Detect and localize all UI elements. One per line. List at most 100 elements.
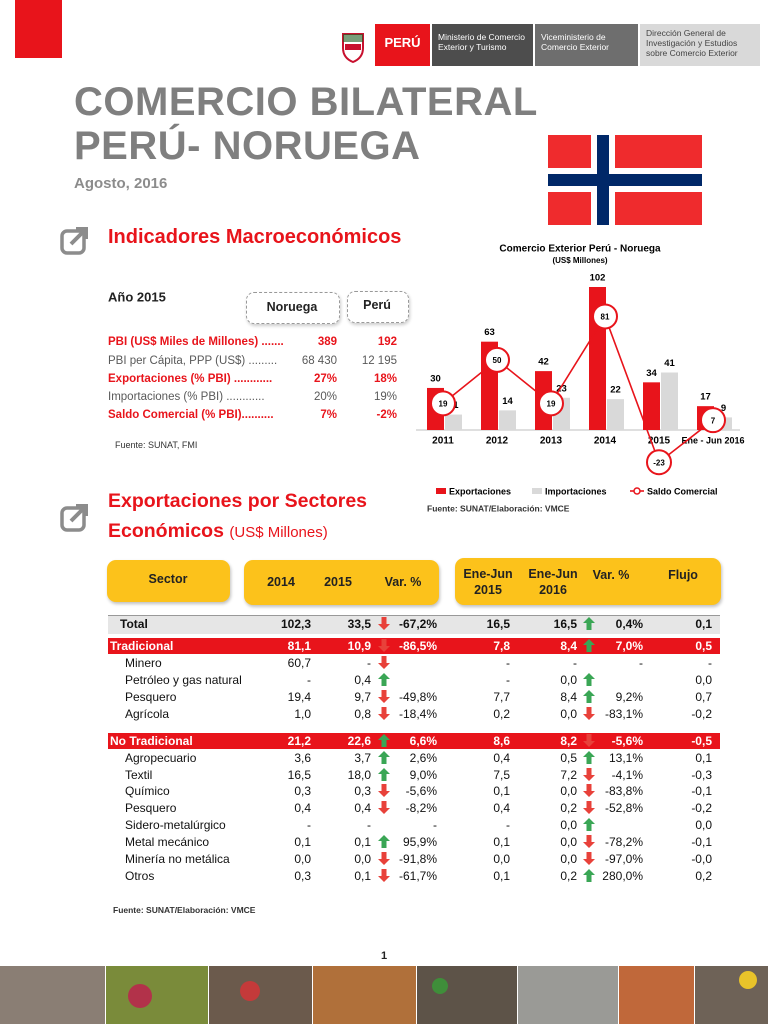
legend-swatch	[532, 488, 542, 494]
cell: 0,1	[354, 835, 371, 849]
column-box	[347, 291, 409, 323]
cell: 0,2	[695, 869, 712, 883]
data-label: 22	[610, 385, 621, 396]
page-number: 1	[380, 950, 388, 962]
unit: (US$ Millones)	[229, 524, 328, 541]
cell: 0,4%	[615, 617, 643, 631]
x-tick-label: 2012	[486, 436, 509, 447]
indicator-value: 18%	[373, 373, 397, 385]
cell: -	[573, 656, 577, 670]
cell: -	[506, 818, 510, 832]
cell: 8,2	[560, 734, 577, 748]
cell: 0,2	[560, 869, 577, 883]
cell: -0,0	[691, 852, 712, 866]
arrow-up	[583, 639, 595, 652]
cell: 0,0	[294, 852, 311, 866]
cell: 0,1	[294, 835, 311, 849]
cell: -0,2	[691, 707, 712, 721]
data-label: 9	[721, 403, 726, 414]
row-label: No Tradicional	[110, 734, 193, 748]
arrow-up	[378, 673, 390, 686]
cell: 22,6	[347, 734, 371, 748]
cell: 0,1	[695, 751, 712, 765]
data-label: 50	[493, 356, 502, 365]
indicator-value: 20%	[313, 391, 337, 403]
cell: 16,5	[287, 768, 311, 782]
cell: 0,1	[695, 617, 712, 631]
ministry-logo: Ministerio de Comercio Exterior y Turism…	[432, 24, 533, 66]
line-point	[484, 346, 510, 373]
arrow-down	[378, 707, 390, 720]
cell: 95,9%	[402, 835, 437, 849]
row-label: Textil	[125, 768, 153, 782]
arrow-up	[378, 734, 390, 747]
header-cell: Flujo	[668, 568, 698, 582]
x-tick-label: 2013	[540, 436, 563, 447]
cell: 0,1	[493, 869, 510, 883]
arrow-down	[378, 869, 390, 882]
arrow-down	[378, 656, 390, 669]
arrow-up	[583, 818, 595, 831]
coat-of-arms	[333, 24, 373, 66]
header-cell: Ene-Jun 2015	[463, 567, 513, 597]
indicator-label: Saldo Comercial (% PBI)..........	[108, 409, 274, 421]
cell: 16,5	[486, 617, 510, 631]
arrow-down	[583, 707, 595, 720]
row-label: Pesquero	[125, 801, 177, 815]
cell: 0,4	[294, 801, 311, 815]
cell: 19,4	[287, 690, 311, 704]
indicator-label: PBI per Cápita, PPP (US$) .........	[108, 355, 278, 367]
cell: -	[433, 818, 437, 832]
arrow-down	[583, 801, 595, 814]
row-label: Otros	[125, 869, 155, 883]
x-tick-label: Ene - Jun 2016	[681, 435, 744, 445]
header-box	[244, 560, 439, 605]
row-label: Tradicional	[110, 639, 174, 653]
data-label: 19	[547, 399, 556, 408]
header-cell: Ene-Jun 2016	[528, 567, 578, 597]
arrow-up	[583, 869, 595, 882]
row-label: Pesquero	[125, 690, 177, 704]
line-point	[592, 303, 618, 330]
cell: -78,2%	[604, 835, 643, 849]
row-band	[108, 733, 720, 749]
cell: 0,3	[294, 869, 311, 883]
data-label: 63	[484, 327, 495, 338]
arrow-up	[583, 690, 595, 703]
row-label: Agrícola	[125, 707, 170, 721]
data-label: 41	[664, 358, 675, 369]
arrow-up	[378, 768, 390, 781]
header-cell: 2015	[324, 575, 352, 589]
vice-ministry-logo: Viceministerio de Comercio Exterior	[535, 24, 638, 66]
chart: Comercio Exterior Perú - Noruega(US$ Mil…	[416, 244, 745, 513]
cell: 0,5	[695, 639, 712, 653]
cell: 10,9	[347, 639, 371, 653]
cell: -49,8%	[398, 690, 437, 704]
row-label: Total	[120, 617, 148, 631]
header-cell: Sector	[148, 572, 188, 586]
cell: 8,6	[493, 734, 510, 748]
indicator-value: 27%	[313, 373, 337, 385]
data-label: 30	[430, 373, 441, 384]
header-box	[455, 558, 721, 605]
cell: 0,0	[560, 835, 577, 849]
cell: 102,3	[280, 617, 311, 631]
cell: -67,2%	[398, 617, 437, 631]
cell: 0,4	[354, 673, 371, 687]
corner-block	[15, 0, 62, 58]
cell: 0,1	[493, 784, 510, 798]
arrow-down	[583, 768, 595, 781]
cell: -0,2	[691, 801, 712, 815]
row-band	[108, 638, 720, 654]
cell: 3,7	[354, 751, 371, 765]
section-title: Exportaciones por Sectores Económicos (U…	[108, 486, 398, 548]
cell: 7,7	[493, 690, 510, 704]
cell: 0,0	[695, 673, 712, 687]
cell: 0,2	[493, 707, 510, 721]
cell: 0,4	[354, 801, 371, 815]
cell: 18,0	[347, 768, 371, 782]
cell: 33,5	[347, 617, 371, 631]
cell: -	[639, 656, 643, 670]
cell: 0,1	[354, 869, 371, 883]
